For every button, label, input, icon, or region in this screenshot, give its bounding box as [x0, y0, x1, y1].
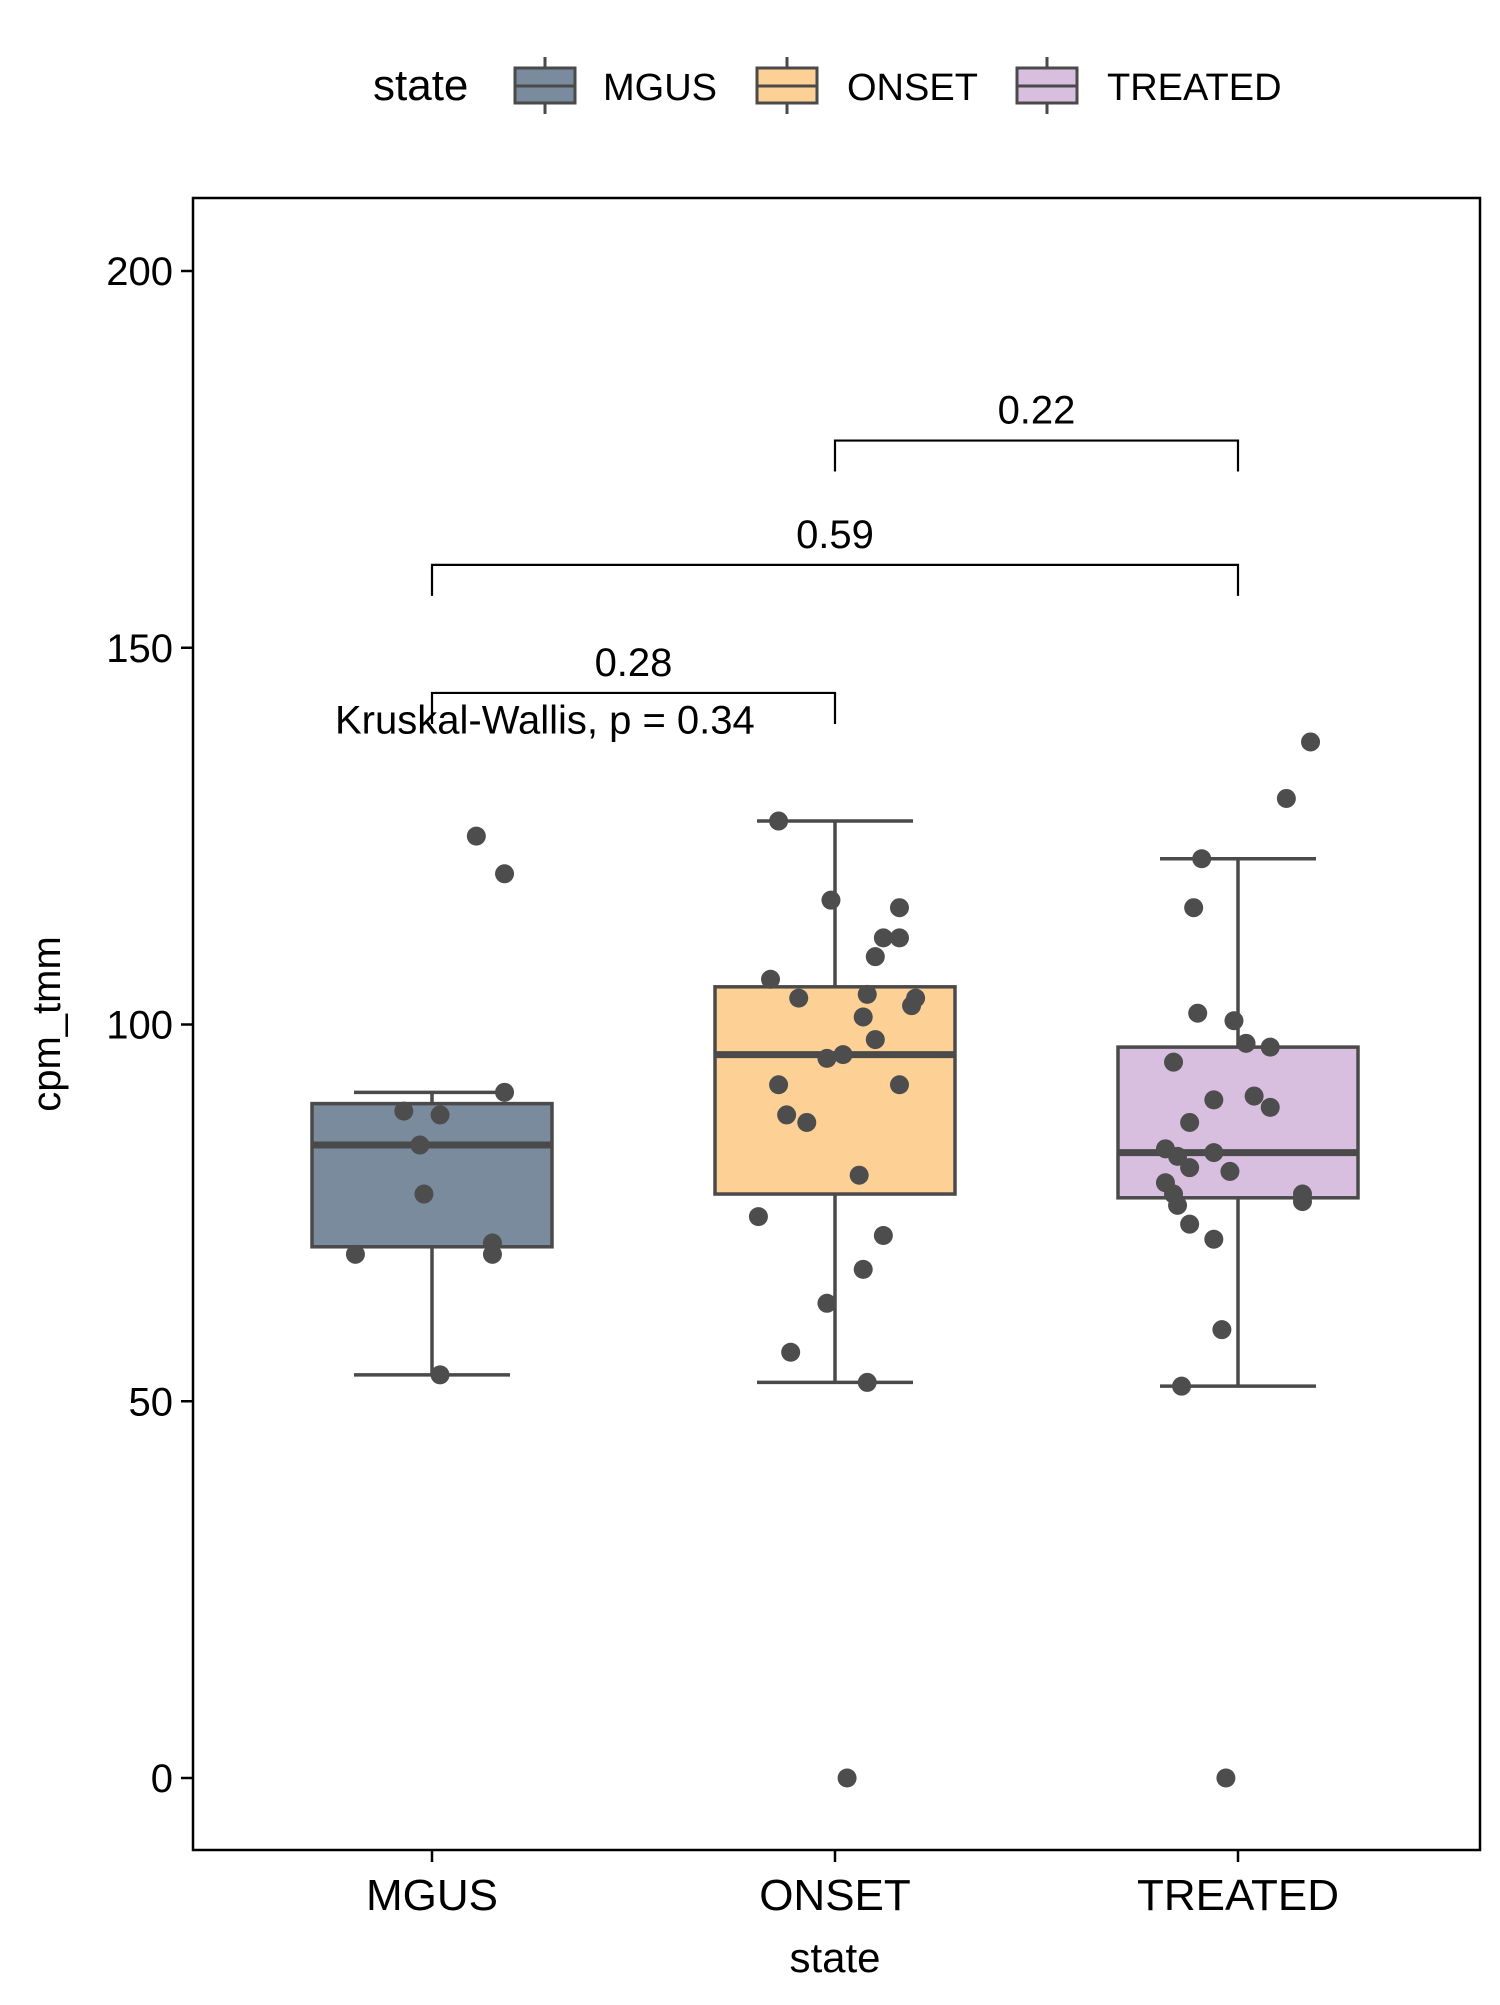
data-point [873, 1225, 893, 1245]
data-point [414, 1184, 434, 1204]
data-point [1260, 1037, 1280, 1057]
data-point [495, 864, 515, 884]
legend-item-mgus: MGUS [513, 57, 717, 114]
x-tick-label: TREATED [1137, 1871, 1339, 1920]
comparison-p-value: 0.59 [796, 513, 874, 557]
data-point [394, 1101, 414, 1121]
data-point [1212, 1320, 1232, 1340]
data-point [410, 1135, 430, 1155]
data-point [748, 1207, 768, 1227]
y-tick-label: 200 [106, 250, 173, 294]
legend-item-onset: ONSET [755, 57, 978, 114]
data-point [1180, 1158, 1200, 1178]
data-point [1184, 898, 1204, 918]
x-axis-title: state [789, 1934, 880, 1981]
data-point [889, 898, 909, 918]
box-onset [713, 819, 957, 1385]
y-tick-label: 100 [106, 1004, 173, 1048]
data-point [1260, 1097, 1280, 1117]
x-tick-label: ONSET [759, 1871, 911, 1920]
data-point [817, 1048, 837, 1068]
comparison-bracket [430, 563, 1240, 596]
comparison-bracket [833, 439, 1240, 472]
data-point [817, 1293, 837, 1313]
data-point [1168, 1146, 1188, 1166]
data-point [821, 890, 841, 910]
data-point [865, 1030, 885, 1050]
data-point [466, 826, 486, 846]
data-point [1224, 1011, 1244, 1031]
data-point [1172, 1376, 1192, 1396]
data-point [1164, 1052, 1184, 1072]
data-point [889, 1075, 909, 1095]
box-treated [1116, 856, 1360, 1388]
legend-title: state [373, 61, 468, 110]
data-point [769, 811, 789, 831]
y-tick-label: 0 [151, 1757, 173, 1801]
y-tick-label: 50 [129, 1380, 174, 1424]
data-point [430, 1365, 450, 1385]
legend-label: ONSET [847, 67, 978, 109]
data-point [1236, 1033, 1256, 1053]
data-point [1204, 1229, 1224, 1249]
data-point [1216, 1768, 1236, 1788]
data-point [769, 1075, 789, 1095]
comparison-bracket [430, 691, 837, 724]
data-point [1180, 1214, 1200, 1234]
data-point [482, 1244, 502, 1264]
data-point [1244, 1086, 1264, 1106]
data-point [1276, 788, 1296, 808]
data-point [873, 928, 893, 948]
data-point [1180, 1112, 1200, 1132]
legend-label: TREATED [1107, 67, 1282, 109]
data-point [1188, 1003, 1208, 1023]
data-point [1220, 1161, 1240, 1181]
box-iqr [310, 1101, 554, 1249]
data-point [797, 1112, 817, 1132]
data-point [837, 1768, 857, 1788]
x-tick-label: MGUS [366, 1871, 498, 1920]
data-point [853, 1259, 873, 1279]
data-point [849, 1165, 869, 1185]
data-point [865, 947, 885, 967]
data-point [781, 1342, 801, 1362]
data-point [1192, 849, 1212, 869]
y-axis-title: cpm_tmm [25, 936, 69, 1112]
data-point [495, 1082, 515, 1102]
legend-item-treated: TREATED [1015, 57, 1282, 114]
data-point [1301, 732, 1321, 752]
data-point [1204, 1090, 1224, 1110]
data-point [906, 988, 926, 1008]
data-point [430, 1105, 450, 1125]
legend-label: MGUS [603, 67, 717, 109]
data-point [833, 1045, 853, 1065]
data-point [1204, 1143, 1224, 1163]
data-point [857, 1372, 877, 1392]
data-point [853, 1007, 873, 1027]
box-iqr [713, 985, 957, 1196]
data-point [789, 988, 809, 1008]
data-point [777, 1105, 797, 1125]
data-point [857, 984, 877, 1004]
data-point [761, 969, 781, 989]
data-point [889, 928, 909, 948]
kruskal-wallis-annotation: Kruskal-Wallis, p = 0.34 [335, 698, 755, 742]
data-point [1292, 1192, 1312, 1212]
comparison-p-value: 0.22 [998, 389, 1076, 433]
box-mgus [310, 1090, 554, 1377]
comparison-p-value: 0.28 [595, 641, 673, 685]
y-tick-label: 150 [106, 627, 173, 671]
data-point [345, 1244, 365, 1264]
data-point [1168, 1195, 1188, 1215]
